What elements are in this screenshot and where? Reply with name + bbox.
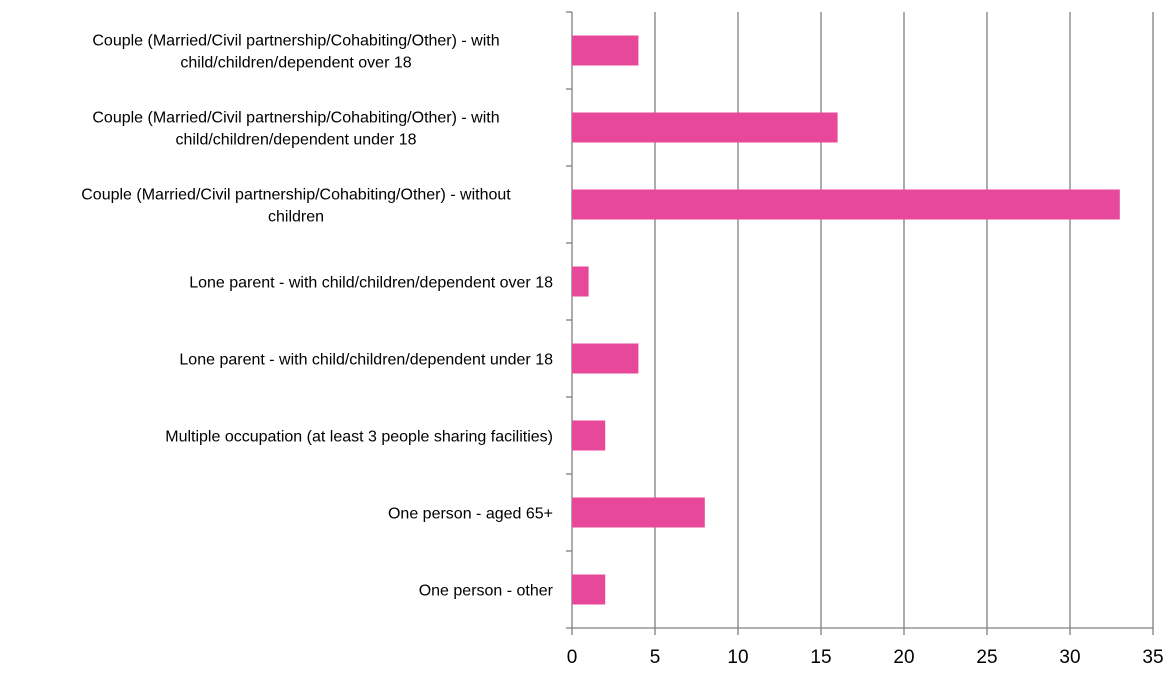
bar: [572, 266, 589, 297]
bar: [572, 574, 606, 605]
category-label: Lone parent - with child/children/depend…: [179, 352, 553, 369]
gridlines: [654, 12, 1154, 628]
category-label: Couple (Married/Civil partnership/Cohabi…: [92, 110, 499, 149]
category-label-line: Couple (Married/Civil partnership/Cohabi…: [92, 33, 499, 50]
bar: [572, 497, 705, 528]
category-label-line: child/children/dependent over 18: [180, 55, 411, 72]
category-label-line: child/children/dependent under 18: [175, 132, 416, 149]
axes: [566, 11, 1154, 635]
category-label: Couple (Married/Civil partnership/Cohabi…: [81, 187, 511, 226]
category-labels: Couple (Married/Civil partnership/Cohabi…: [81, 33, 553, 600]
x-tick-label: 0: [567, 647, 578, 668]
bar: [572, 420, 606, 451]
x-tick-label: 5: [650, 647, 661, 668]
bars: [572, 35, 1120, 605]
category-label: Multiple occupation (at least 3 people s…: [165, 429, 553, 446]
x-tick-label: 25: [976, 647, 997, 668]
x-tick-label: 10: [727, 647, 748, 668]
bar: [572, 112, 838, 143]
x-tick-label: 30: [1059, 647, 1080, 668]
category-label: Couple (Married/Civil partnership/Cohabi…: [92, 33, 499, 72]
category-label-line: Couple (Married/Civil partnership/Cohabi…: [81, 187, 511, 204]
category-label-line: One person - other: [419, 583, 554, 600]
category-label-line: Multiple occupation (at least 3 people s…: [165, 429, 553, 446]
category-label-line: Lone parent - with child/children/depend…: [179, 352, 553, 369]
x-tick-label: 35: [1142, 647, 1163, 668]
category-label: Lone parent - with child/children/depend…: [189, 275, 553, 292]
category-label-line: Lone parent - with child/children/depend…: [189, 275, 553, 292]
bar: [572, 343, 639, 374]
category-label-line: children: [268, 209, 324, 226]
bar: [572, 189, 1120, 220]
category-label: One person - aged 65+: [388, 506, 553, 523]
category-label-line: Couple (Married/Civil partnership/Cohabi…: [92, 110, 499, 127]
x-tick-label: 20: [893, 647, 914, 668]
x-tick-label: 15: [810, 647, 831, 668]
category-label: One person - other: [419, 583, 554, 600]
bar: [572, 35, 639, 66]
category-label-line: One person - aged 65+: [388, 506, 553, 523]
x-tick-labels: 0 5 10 15 20 25 30 35: [567, 647, 1164, 668]
